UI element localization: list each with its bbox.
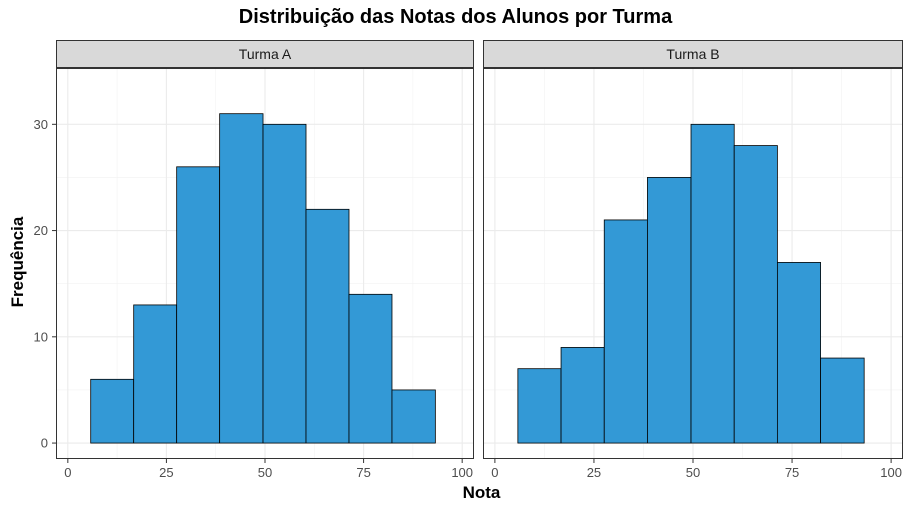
- y-tick-label: 10: [34, 329, 48, 344]
- chart-title: Distribuição das Notas dos Alunos por Tu…: [238, 6, 673, 28]
- x-tick-label: 75: [785, 465, 799, 480]
- x-tick-label: 25: [587, 465, 601, 480]
- histogram-bar: [690, 123, 735, 444]
- facet-strip-label: Turma A: [239, 46, 292, 62]
- facet-strip: [56, 40, 474, 68]
- panel-border: [483, 68, 903, 459]
- histogram-bar: [219, 113, 264, 444]
- x-tick-label: 25: [159, 465, 173, 480]
- x-tick-label: 100: [451, 465, 473, 480]
- histogram-bar: [820, 357, 865, 444]
- histogram-bar: [348, 293, 393, 444]
- histogram-bar: [560, 347, 605, 444]
- histogram-bar: [90, 378, 135, 444]
- histogram-bar: [262, 123, 307, 444]
- histogram-bar: [391, 389, 436, 444]
- facet-strip-label: Turma B: [666, 46, 719, 62]
- y-axis-label: Frequência: [8, 216, 27, 308]
- histogram-bar: [776, 262, 821, 444]
- histogram-bar: [176, 166, 221, 444]
- y-tick-label: 20: [34, 223, 48, 238]
- x-tick-label: 0: [64, 465, 71, 480]
- histogram-bar: [133, 304, 178, 444]
- y-tick-label: 0: [41, 436, 48, 451]
- histogram-bar: [733, 145, 778, 444]
- facet-strip: [483, 40, 903, 68]
- x-tick-label: 100: [880, 465, 902, 480]
- histogram-bar: [647, 177, 692, 444]
- histogram-bar: [517, 368, 562, 444]
- histogram-bar: [305, 208, 350, 444]
- panel-border: [56, 68, 474, 459]
- histogram-bar: [603, 219, 648, 444]
- x-axis-label: Nota: [462, 483, 501, 502]
- x-tick-label: 0: [491, 465, 498, 480]
- x-tick-label: 50: [258, 465, 272, 480]
- x-tick-label: 75: [356, 465, 370, 480]
- y-tick-label: 30: [34, 117, 48, 132]
- x-tick-label: 50: [686, 465, 700, 480]
